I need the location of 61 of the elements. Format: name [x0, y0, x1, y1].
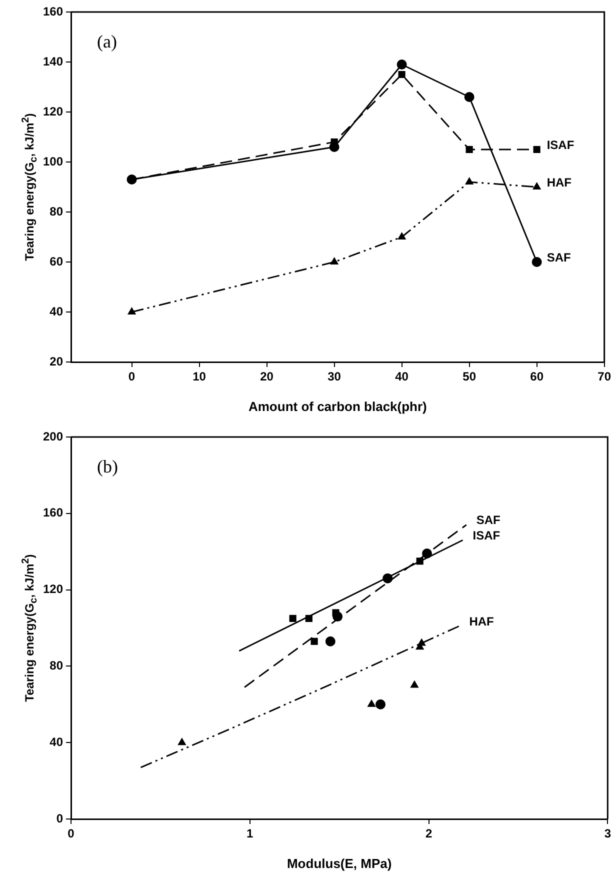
x-tick-label: 0: [68, 826, 75, 841]
y-tick-label: 160: [42, 506, 64, 520]
series-label: SAF: [476, 513, 500, 528]
y-tick-label: 120: [42, 582, 64, 596]
y-tick-label: 80: [50, 204, 64, 218]
y-tick-label: 40: [50, 734, 64, 749]
x-tick-label: 2: [425, 826, 432, 841]
point: [367, 699, 376, 707]
x-tick-label: 70: [598, 370, 612, 384]
point: [178, 738, 186, 746]
y-tick-label: 60: [50, 254, 64, 268]
point: [416, 558, 424, 565]
line-series: [140, 625, 460, 768]
y-tick-label: 140: [42, 54, 64, 68]
y-tick-label: 80: [50, 658, 64, 673]
x-tick-label: 60: [530, 370, 544, 384]
y-tick-label: 160: [42, 4, 64, 18]
series-label: HAF: [546, 175, 572, 190]
x-tick-label: 0: [128, 370, 136, 384]
series-label: ISAF: [472, 528, 500, 542]
y-tick-label: 20: [50, 354, 64, 368]
x-tick-label: 10: [192, 370, 206, 384]
point: [532, 257, 542, 267]
x-axis-title: Amount of carbon black(phr): [248, 398, 427, 414]
y-tick-label: 120: [42, 104, 64, 118]
point: [398, 70, 406, 78]
point: [464, 177, 474, 184]
x-tick-label: 3: [604, 826, 612, 841]
series-label: ISAF: [546, 138, 574, 152]
point: [532, 182, 542, 190]
point: [325, 636, 336, 646]
x-tick-label: 50: [462, 370, 476, 384]
x-axis-title: Modulus(E, MPa): [286, 856, 392, 871]
x-tick-label: 1: [246, 826, 254, 841]
y-tick-label: 200: [42, 429, 64, 444]
point: [329, 142, 340, 152]
point: [410, 680, 419, 688]
point: [127, 307, 136, 314]
annotation: (a): [97, 32, 118, 52]
point: [466, 146, 473, 154]
x-tick-label: 20: [260, 370, 274, 384]
point: [330, 257, 339, 264]
y-tick-label: 40: [50, 304, 64, 318]
point: [382, 573, 393, 584]
point: [305, 614, 312, 622]
point: [397, 232, 406, 240]
annotation: (b): [97, 456, 118, 477]
point: [289, 614, 296, 622]
y-tick-label: 0: [56, 811, 64, 826]
y-tick-label: 100: [42, 154, 64, 168]
series-label: HAF: [469, 614, 494, 628]
x-tick-label: 40: [395, 370, 409, 384]
point: [332, 609, 340, 616]
series-label: SAF: [546, 250, 571, 264]
point: [396, 60, 407, 70]
point: [310, 638, 318, 645]
point: [422, 548, 432, 559]
point: [533, 146, 540, 154]
x-tick-label: 30: [328, 370, 342, 384]
point: [375, 699, 386, 710]
point: [464, 92, 474, 102]
